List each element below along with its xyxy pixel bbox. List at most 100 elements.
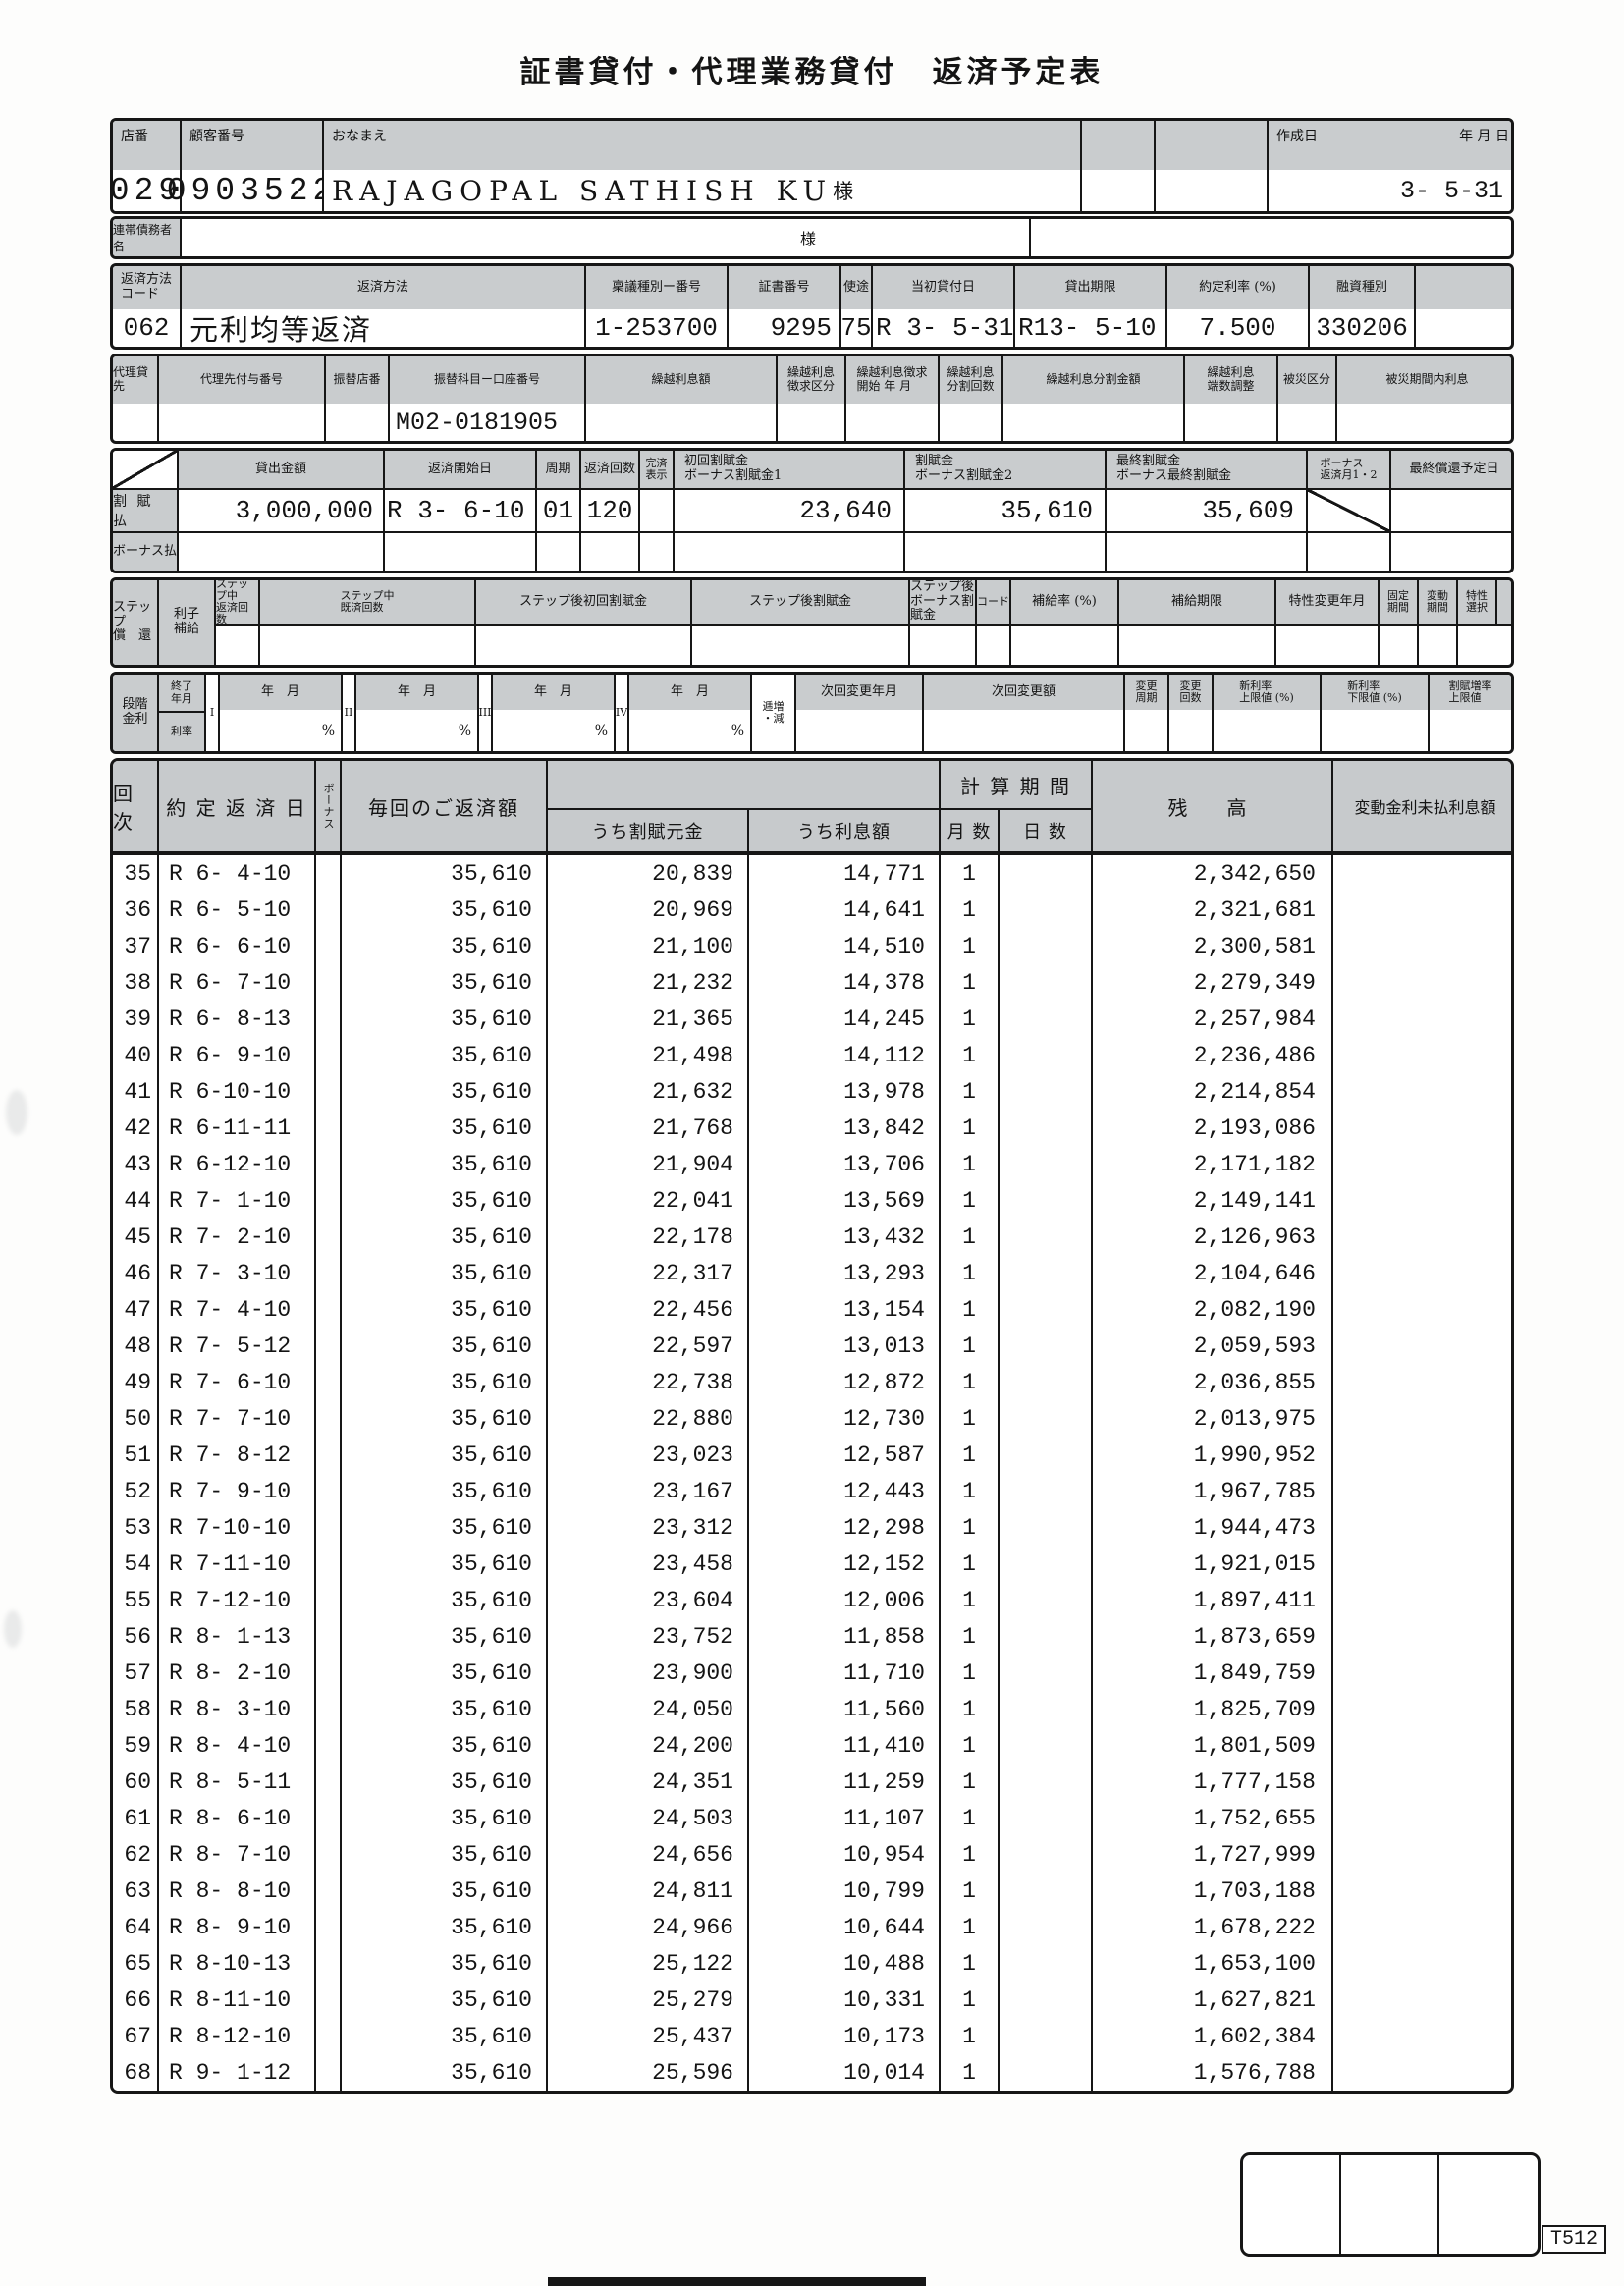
- schedule-cell: 1: [941, 1146, 1000, 1182]
- schedule-cell: [1000, 964, 1093, 1001]
- step-blank-label: [1497, 580, 1511, 626]
- schedule-cell: R 7- 7-10: [159, 1400, 316, 1437]
- created-date-header: 作成日 年 月 日: [1269, 121, 1511, 170]
- schedule-cell: 13,293: [749, 1255, 941, 1291]
- tier-ym-label-4: 年 月: [629, 675, 750, 710]
- schedule-cell: [316, 855, 342, 892]
- joint-debtor-label: 連帯債務者名: [113, 219, 182, 256]
- schedule-cell: 1,703,188: [1093, 1873, 1333, 1909]
- schedule-cell: R 7-12-10: [159, 1582, 316, 1618]
- new-rate-max-col: 新利率 上限値 (%): [1214, 675, 1322, 751]
- schedule-cell: 64: [113, 1909, 159, 1945]
- schedule-cell: 13,842: [749, 1110, 941, 1146]
- schedule-row: 41 R 6-10-10 35,610 21,632 13,978 1 2,214,854: [113, 1073, 1511, 1110]
- loan-amount-label: 貸出金額: [179, 451, 385, 490]
- schedule-row: 49 R 7- 6-10 35,610 22,738 12,872 1 2,036,855: [113, 1364, 1511, 1400]
- tier-body-4: 年 月 %: [629, 675, 752, 751]
- tier-group-1: I: [206, 675, 220, 751]
- schedule-cell: R 8- 2-10: [159, 1655, 316, 1691]
- schedule-cell: 35,610: [342, 1691, 548, 1727]
- schedule-cell: 11,107: [749, 1800, 941, 1836]
- schedule-row: 42 R 6-11-11 35,610 21,768 13,842 1 2,193,086: [113, 1110, 1511, 1146]
- new-rate-max-label: 新利率 上限値 (%): [1214, 675, 1320, 710]
- certificate-no-value: 9295: [729, 309, 841, 347]
- schedule-cell: 13,706: [749, 1146, 941, 1182]
- schedule-cell: [1333, 1110, 1511, 1146]
- bonus-empty-4: [581, 533, 640, 571]
- schedule-cell: 56: [113, 1618, 159, 1655]
- schedule-cell: R 7- 9-10: [159, 1473, 316, 1509]
- schedule-cell: 23,900: [548, 1655, 749, 1691]
- schedule-cell: [1000, 1037, 1093, 1073]
- schedule-cell: [316, 1945, 342, 1982]
- agency-no-value: [159, 404, 326, 441]
- schedule-cell: 23,167: [548, 1473, 749, 1509]
- step-empty-6: [977, 626, 1011, 665]
- carryover-split-count-value: [940, 404, 1003, 441]
- schedule-cell: 12,152: [749, 1546, 941, 1582]
- col-bonus-header: ボーナス: [316, 761, 342, 851]
- first-installment-label: 初回割賦金 ボーナス割賦金1: [675, 451, 905, 490]
- schedule-cell: 2,013,975: [1093, 1400, 1333, 1437]
- schedule-cell: [1000, 1691, 1093, 1727]
- new-rate-min-value: [1322, 710, 1428, 751]
- loan-type-value: 330206: [1310, 309, 1416, 347]
- customer-header-box: 店番 顧客番号 おなまえ 作成日 年 月 日 029 0903522 RAJAG…: [110, 118, 1514, 214]
- loan-term-label: 貸出期限: [1015, 266, 1167, 309]
- final-due-date-value: [1391, 490, 1511, 533]
- schedule-cell: 60: [113, 1764, 159, 1800]
- schedule-cell: 13,154: [749, 1291, 941, 1328]
- schedule-cell: 20,839: [548, 855, 749, 892]
- schedule-cell: 1,897,411: [1093, 1582, 1333, 1618]
- blank-header-2: [1156, 121, 1269, 170]
- schedule-cell: 2,236,486: [1093, 1037, 1333, 1073]
- schedule-cell: R 8- 6-10: [159, 1800, 316, 1836]
- schedule-cell: [316, 1473, 342, 1509]
- schedule-cell: 51: [113, 1437, 159, 1473]
- schedule-cell: 57: [113, 1655, 159, 1691]
- schedule-cell: 1: [941, 964, 1000, 1001]
- schedule-cell: 1: [941, 1255, 1000, 1291]
- schedule-cell: 1,849,759: [1093, 1655, 1333, 1691]
- transfer-account-label: 振替科目ー口座番号: [390, 356, 586, 404]
- schedule-cell: 43: [113, 1146, 159, 1182]
- created-date-label: 作成日: [1276, 129, 1318, 144]
- schedule-cell: [316, 1691, 342, 1727]
- disaster-type-value: [1278, 404, 1337, 441]
- schedule-cell: 35,610: [342, 1400, 548, 1437]
- bonus-empty-10: [1391, 533, 1511, 571]
- schedule-row: 66 R 8-11-10 35,610 25,279 10,331 1 1,627,821: [113, 1982, 1511, 2018]
- carryover-claim-type-value: [778, 404, 846, 441]
- schedule-cell: 59: [113, 1727, 159, 1764]
- schedule-cell: 2,149,141: [1093, 1182, 1333, 1219]
- repay-method-code-label: 返済方法 コード: [113, 266, 182, 309]
- new-rate-min-label: 新利率 下限値 (%): [1322, 675, 1428, 710]
- schedule-row: 45 R 7- 2-10 35,610 22,178 13,432 1 2,126,963: [113, 1219, 1511, 1255]
- schedule-cell: [1333, 1691, 1511, 1727]
- schedule-cell: R 8-10-13: [159, 1945, 316, 1982]
- bonus-empty-6: [675, 533, 905, 571]
- schedule-cell: 35,610: [342, 928, 548, 964]
- transfer-account-value: M02-0181905: [390, 404, 586, 441]
- schedule-cell: R 8- 8-10: [159, 1873, 316, 1909]
- step-repayment-label: ステップ 償 還: [113, 580, 159, 665]
- schedule-cell: 35,610: [342, 1255, 548, 1291]
- schedule-cell: [316, 1764, 342, 1800]
- disaster-type-label: 被災区分: [1278, 356, 1337, 404]
- schedule-cell: 12,006: [749, 1582, 941, 1618]
- subsidy-term-label: 補給期限: [1119, 580, 1276, 626]
- schedule-cell: 25,437: [548, 2018, 749, 2054]
- change-cycle-label: 変更 周期: [1125, 675, 1167, 710]
- schedule-cell: 1: [941, 1182, 1000, 1219]
- schedule-cell: 1,801,509: [1093, 1727, 1333, 1764]
- schedule-cell: 1: [941, 1364, 1000, 1400]
- schedule-row: 53 R 7-10-10 35,610 23,312 12,298 1 1,944,473: [113, 1509, 1511, 1546]
- change-count-label: 変更 回数: [1169, 675, 1212, 710]
- schedule-cell: 22,738: [548, 1364, 749, 1400]
- schedule-cell: [1000, 1509, 1093, 1546]
- schedule-cell: [1333, 1546, 1511, 1582]
- schedule-cell: [1333, 928, 1511, 964]
- schedule-cell: R 6-12-10: [159, 1146, 316, 1182]
- schedule-cell: 13,013: [749, 1328, 941, 1364]
- step-empty-2: [260, 626, 476, 665]
